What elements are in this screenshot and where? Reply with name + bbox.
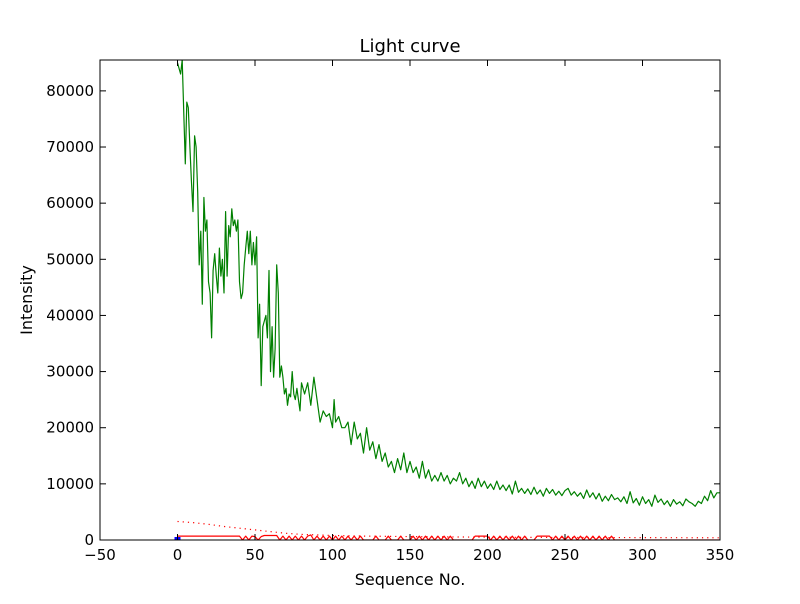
- x-tick-label: −50: [84, 546, 116, 564]
- x-tick-label: 300: [628, 546, 657, 564]
- y-axis-label: Intensity: [17, 265, 36, 335]
- y-tick-label: 50000: [46, 250, 94, 268]
- series-0-line: [176, 60, 720, 507]
- x-tick-label: 0: [173, 546, 183, 564]
- y-tick-label: 70000: [46, 138, 94, 156]
- y-tick-label: 40000: [46, 306, 94, 324]
- chart-title: Light curve: [359, 36, 460, 57]
- y-tick-label: 30000: [46, 363, 94, 381]
- x-tick-label: 250: [551, 546, 580, 564]
- y-tick-label: 80000: [46, 82, 94, 100]
- x-tick-label: 50: [245, 546, 264, 564]
- y-tick-label: 20000: [46, 419, 94, 437]
- x-tick-label: 100: [318, 546, 347, 564]
- plot-area: [100, 60, 720, 540]
- x-tick-label: 350: [706, 546, 735, 564]
- x-tick-label: 200: [473, 546, 502, 564]
- series-2-line: [177, 534, 720, 540]
- x-axis-label: Sequence No.: [355, 570, 466, 589]
- y-tick-label: 10000: [46, 475, 94, 493]
- y-tick-label: 0: [84, 531, 94, 549]
- y-tick-label: 60000: [46, 194, 94, 212]
- x-tick-label: 150: [396, 546, 425, 564]
- ticks-layer: −50 0 50 100 150 200 250 300 3500100002000030000…: [46, 60, 734, 564]
